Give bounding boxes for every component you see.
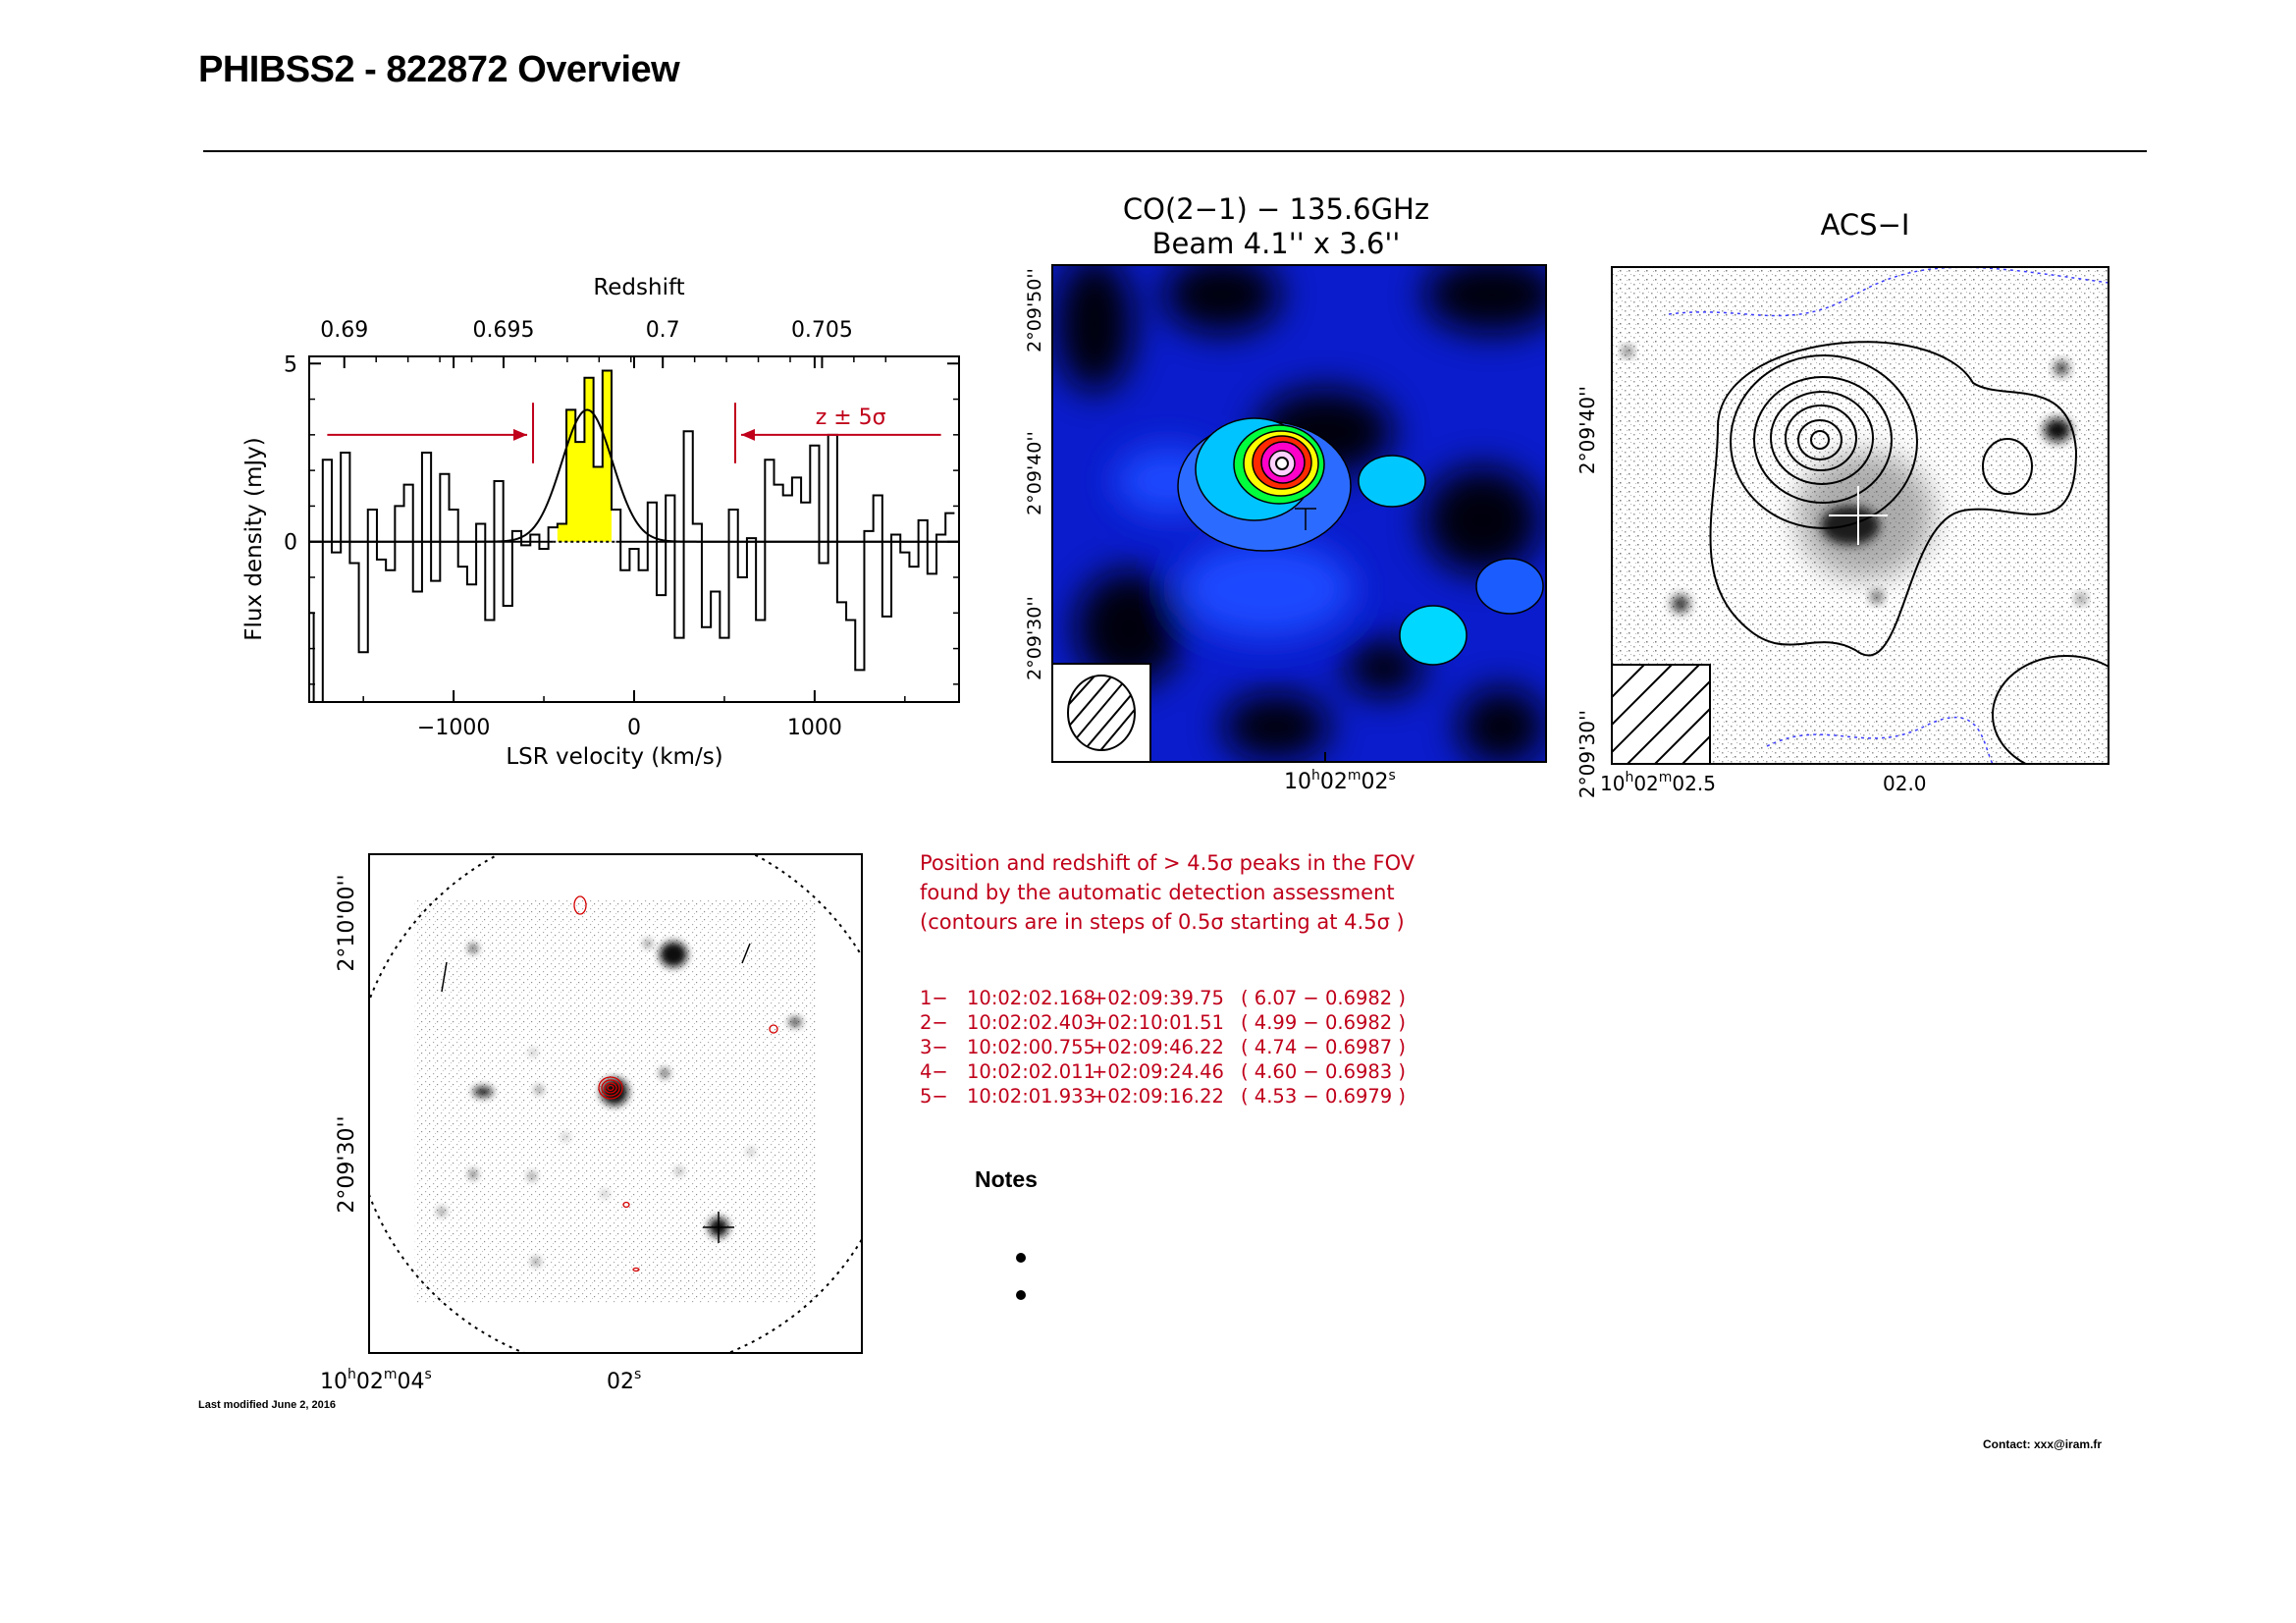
spectrum-series — [309, 369, 955, 703]
y-tick-label: 0 — [284, 531, 297, 556]
peak-row: 3− 10:02:00.755 +02:09:46.22 ( 4.74 − 0.698… — [920, 1035, 1437, 1059]
acs-xtick-2: 02.0 — [1883, 772, 1927, 795]
peak-dec: +02:09:46.22 — [1092, 1036, 1224, 1058]
notes-item — [1016, 1239, 1038, 1276]
x-tick-label: 0 — [627, 716, 641, 740]
peak-snr-z: ( 4.99 − 0.6982 ) — [1241, 1011, 1406, 1034]
peak-id: 2− — [920, 1011, 948, 1034]
fov-ytick-2: 2°09'30'' — [335, 1115, 359, 1213]
redshift-tick-label: 0.695 — [472, 318, 534, 343]
peak-snr-z: ( 4.74 − 0.6987 ) — [1241, 1036, 1406, 1058]
fov-chart: 10h02m04s 02s 2°10'00'' 2°09'30'' — [320, 853, 863, 1394]
peak-dec: +02:10:01.51 — [1092, 1011, 1224, 1034]
arrow-right-icon — [513, 428, 528, 441]
peak-dec: +02:09:39.75 — [1092, 987, 1224, 1009]
acs-ytick-1: 2°09'40'' — [1575, 386, 1599, 474]
peak-snr-z: ( 6.07 − 0.6982 ) — [1241, 987, 1406, 1009]
fov-xtick-1: 10h02m04s — [320, 1367, 432, 1394]
peaks-header-line-2: found by the automatic detection assessm… — [920, 881, 1395, 904]
fov-ytick-1: 2°10'00'' — [335, 874, 359, 971]
bullet-icon — [1016, 1253, 1026, 1263]
page-title: PHIBSS2 - 822872 Overview — [198, 49, 680, 90]
header-divider — [203, 150, 2147, 152]
peak-dec: +02:09:24.46 — [1092, 1060, 1224, 1083]
redshift-tick-label: 0.705 — [791, 318, 853, 343]
top-axis-label: Redshift — [593, 275, 684, 300]
acs-title: ACS−I — [1820, 208, 1910, 242]
arrow-left-icon — [740, 428, 755, 441]
peak-ra: 10:02:01.933 — [967, 1085, 1095, 1108]
x-axis-label: LSR velocity (km/s) — [506, 744, 722, 770]
co-map-title-line1: CO(2−1) − 135.6GHz — [1122, 192, 1430, 226]
peak-ra: 10:02:02.168 — [967, 987, 1095, 1009]
acs-beam-box — [1612, 664, 1711, 764]
gaussian-fit — [309, 408, 959, 543]
peak-row: 1− 10:02:02.168 +02:09:39.75 ( 6.07 − 0.698… — [920, 986, 1437, 1010]
co-map-xtick-label: 10h02m02s — [1284, 768, 1396, 794]
notes-item — [1016, 1276, 1038, 1314]
acs-chart: 10h02m02.5 02.0 2°09'40'' 2°09'30'' — [1575, 266, 2109, 798]
line-fill — [557, 370, 613, 542]
notes-title: Notes — [975, 1166, 1038, 1192]
peak-id: 1− — [920, 987, 948, 1009]
co-map-ytick-2: 2°09'40'' — [1024, 431, 1045, 515]
acs-xtick-1: 10h02m02.5 — [1600, 770, 1716, 795]
peak-id: 4− — [920, 1060, 948, 1083]
redshift-tick-label: 0.7 — [646, 318, 680, 343]
peaks-header: Position and redshift of > 4.5σ peaks in… — [920, 848, 1415, 937]
peak-row: 5− 10:02:01.933 +02:09:16.22 ( 4.53 − 0.697… — [920, 1084, 1437, 1109]
peaks-table: 1− 10:02:02.168 +02:09:39.75 ( 6.07 − 0.698… — [920, 986, 1437, 1109]
peaks-header-line-1: Position and redshift of > 4.5σ peaks in… — [920, 851, 1415, 875]
x-tick-label: −1000 — [417, 716, 490, 740]
fov-xtick-2: 02s — [607, 1367, 641, 1394]
peak-ra: 10:02:02.011 — [967, 1060, 1095, 1083]
co-map-title-line2: Beam 4.1'' x 3.6'' — [1151, 227, 1401, 260]
x-tick-label: 1000 — [787, 716, 842, 740]
last-modified: Last modified June 2, 2016 — [198, 1399, 336, 1411]
peak-id: 5− — [920, 1085, 948, 1108]
co-map-chart: 10h02m02s 2°09'50'' 2°09'40'' 2°09'30'' — [1024, 264, 1547, 794]
redshift-tick-label: 0.69 — [320, 318, 368, 343]
spectrum-chart: z ± 5σ −1000 0 1000 0.69 0.695 0.7 0.705 0 5 LSR v… — [241, 275, 960, 770]
peak-row: 2− 10:02:02.403 +02:10:01.51 ( 4.99 − 0.698… — [920, 1010, 1437, 1035]
peak-snr-z: ( 4.60 − 0.6983 ) — [1241, 1060, 1406, 1083]
y-tick-label: 5 — [284, 352, 297, 377]
acs-ytick-2: 2°09'30'' — [1575, 710, 1599, 798]
co-map-ytick-3: 2°09'30'' — [1024, 596, 1045, 680]
peak-ra: 10:02:00.755 — [967, 1036, 1095, 1058]
peak-ra: 10:02:02.403 — [967, 1011, 1095, 1034]
co-map-ytick-1: 2°09'50'' — [1024, 268, 1045, 352]
contact: Contact: xxx@iram.fr — [1983, 1437, 2103, 1451]
peak-snr-z: ( 4.53 − 0.6979 ) — [1241, 1085, 1406, 1108]
peaks-header-line-3: (contours are in steps of 0.5σ starting … — [920, 910, 1405, 934]
notes-list — [1016, 1239, 1038, 1314]
window-label: z ± 5σ — [816, 406, 886, 430]
y-axis-label: Flux density (mJy) — [241, 437, 267, 641]
peak-dec: +02:09:16.22 — [1092, 1085, 1224, 1108]
peak-row: 4− 10:02:02.011 +02:09:24.46 ( 4.60 − 0.698… — [920, 1059, 1437, 1084]
peak-id: 3− — [920, 1036, 948, 1058]
bullet-icon — [1016, 1290, 1026, 1300]
